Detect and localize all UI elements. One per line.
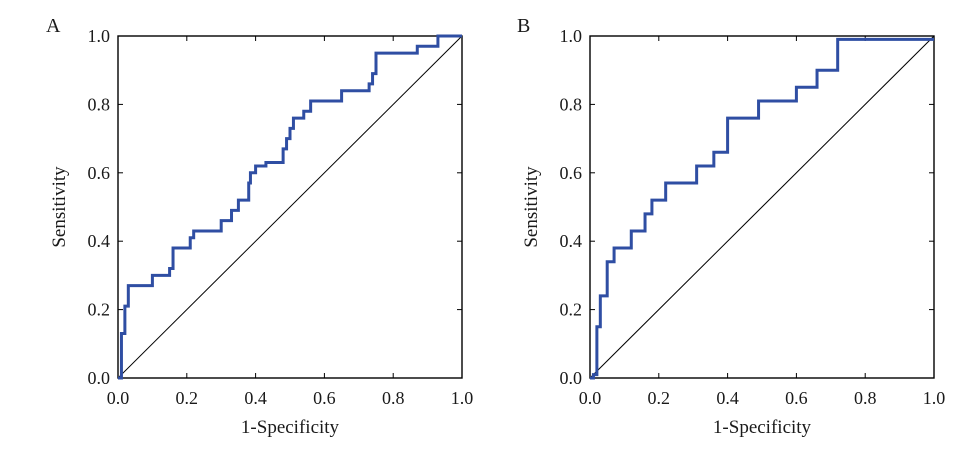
x-tick-label-b-1: 0.2: [648, 388, 671, 408]
reference-diagonal-b: [589, 35, 935, 379]
y-tick-label-a-5: 1.0: [88, 26, 111, 46]
y-tick-label-a-1: 0.2: [88, 300, 111, 320]
roc-panel-a: A 0.0 0.2 0.4 0.6 0.8 1.0 0.0 0.2 0.4 0.6 0.8 1.0 1…: [46, 15, 473, 438]
x-tick-label-b-5: 1.0: [923, 388, 946, 408]
x-tick-label-a-4: 0.8: [382, 388, 405, 408]
y-tick-label-b-5: 1.0: [560, 26, 583, 46]
x-axis-label-a: 1-Specificity: [241, 417, 340, 438]
roc-panel-b: B 0.0 0.2 0.4 0.6 0.8 1.0 0.0 0.2 0.4 0.6 0.8 1.0 1…: [517, 15, 945, 438]
y-tick-label-b-3: 0.6: [560, 163, 583, 183]
x-tick-label-a-0: 0.0: [107, 388, 130, 408]
y-tick-label-b-0: 0.0: [560, 368, 583, 388]
y-tick-label-b-4: 0.8: [560, 94, 583, 114]
ticks-b: 0.0 0.2 0.4 0.6 0.8 1.0 0.0 0.2 0.4 0.6 0.8 1.0: [560, 26, 946, 408]
x-tick-label-b-3: 0.6: [785, 388, 808, 408]
x-tick-label-a-1: 0.2: [176, 388, 199, 408]
y-tick-label-b-2: 0.4: [560, 231, 583, 251]
y-tick-label-a-4: 0.8: [88, 94, 111, 114]
ticks-a: 0.0 0.2 0.4 0.6 0.8 1.0 0.0 0.2 0.4 0.6 0.8 1.0: [88, 26, 474, 408]
x-tick-label-b-4: 0.8: [854, 388, 877, 408]
x-tick-label-b-0: 0.0: [579, 388, 602, 408]
x-tick-label-a-3: 0.6: [313, 388, 336, 408]
plot-frame-a: [117, 35, 463, 379]
y-tick-label-a-0: 0.0: [88, 368, 111, 388]
x-tick-label-b-2: 0.4: [716, 388, 739, 408]
y-tick-label-a-2: 0.4: [88, 231, 111, 251]
reference-diagonal-a: [117, 35, 463, 379]
y-axis-label-b: Sensitivity: [521, 166, 542, 248]
x-tick-label-a-5: 1.0: [451, 388, 474, 408]
roc-curve-a: [118, 34, 462, 380]
x-axis-label-b: 1-Specificity: [713, 417, 812, 438]
panel-label-a: A: [46, 15, 61, 37]
y-tick-label-b-1: 0.2: [560, 300, 583, 320]
plot-frame-b: [589, 35, 935, 379]
y-tick-label-a-3: 0.6: [88, 163, 111, 183]
roc-curve-b: [590, 37, 934, 380]
x-tick-label-a-2: 0.4: [244, 388, 267, 408]
panel-label-b: B: [517, 15, 530, 37]
y-axis-label-a: Sensitivity: [49, 166, 70, 248]
